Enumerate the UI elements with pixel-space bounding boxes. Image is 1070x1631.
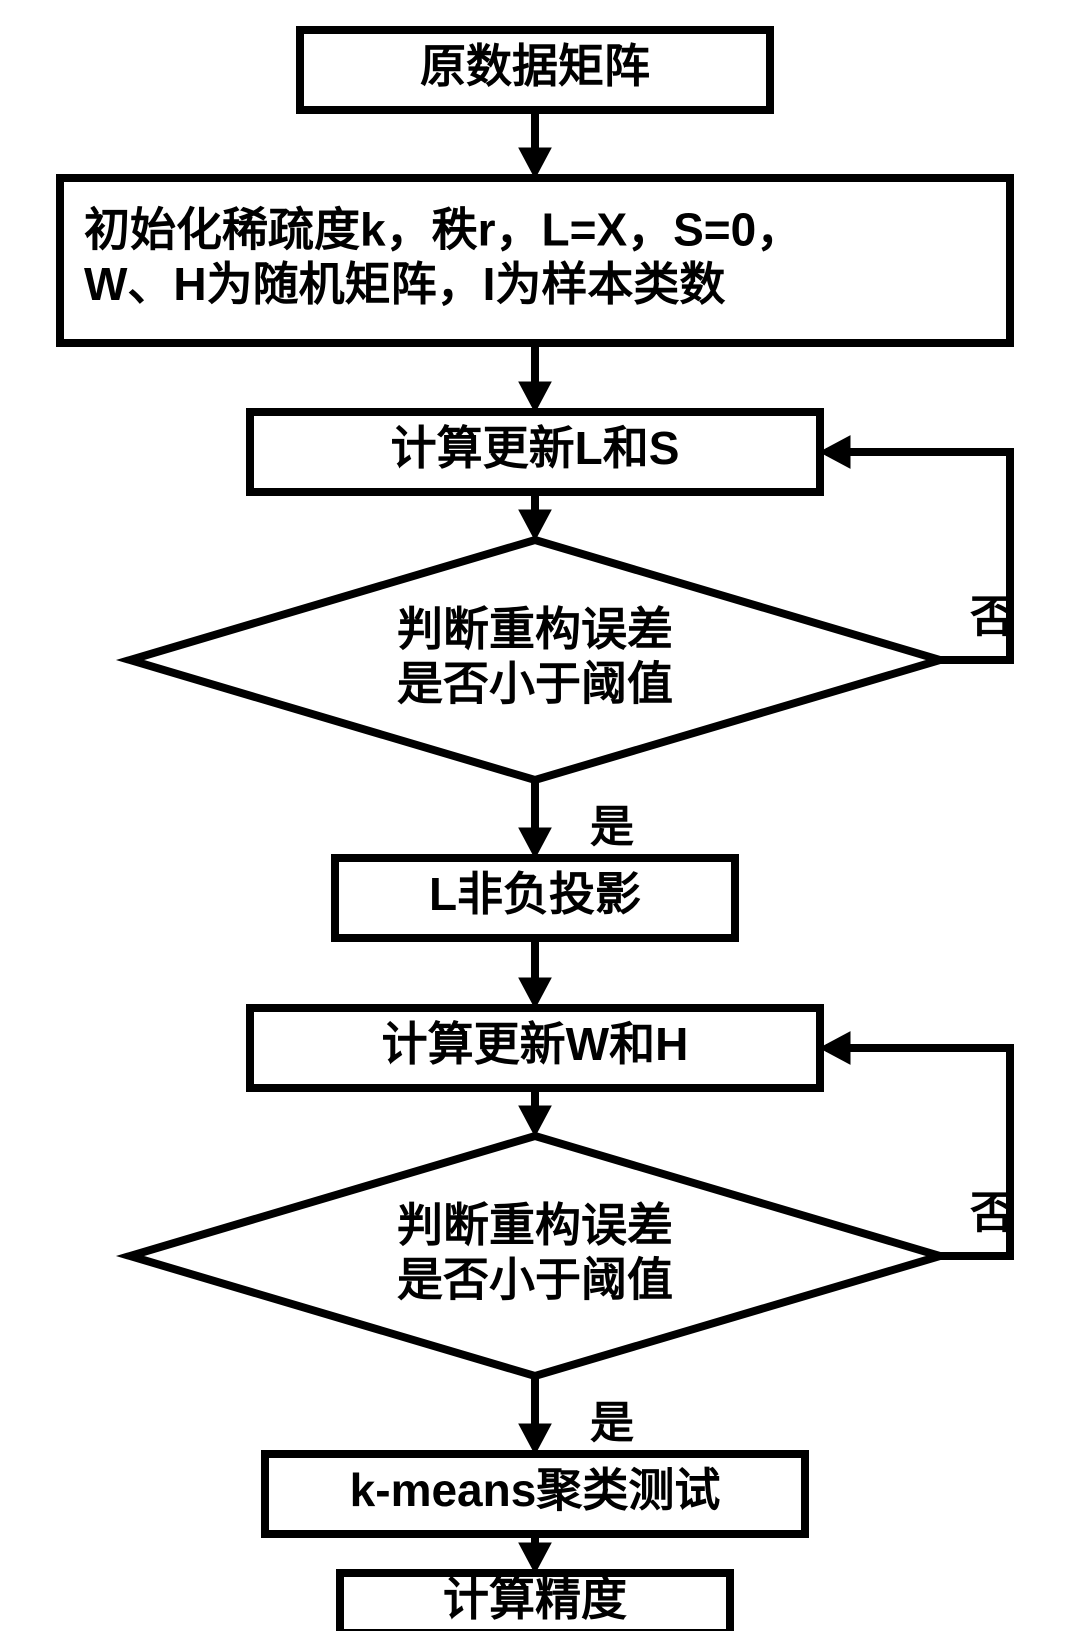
flow-edge-label-yes-3: 是 xyxy=(590,803,634,852)
flow-edge-label-no-1: 否 xyxy=(970,1189,1014,1238)
svg-text:计算更新W和H: 计算更新W和H xyxy=(382,1018,689,1070)
svg-text:原数据矩阵: 原数据矩阵 xyxy=(420,40,650,92)
svg-text:k-means聚类测试: k-means聚类测试 xyxy=(350,1464,721,1516)
svg-text:是否小于阈值: 是否小于阈值 xyxy=(397,1253,673,1305)
svg-text:W、H为随机矩阵，I为样本类数: W、H为随机矩阵，I为样本类数 xyxy=(84,258,725,310)
svg-text:判断重构误差: 判断重构误差 xyxy=(397,1199,673,1251)
svg-text:是否小于阈值: 是否小于阈值 xyxy=(397,657,673,709)
flow-edge-label-yes-6: 是 xyxy=(590,1399,634,1448)
flow-edge-label-no-0: 否 xyxy=(970,593,1014,642)
svg-text:L非负投影: L非负投影 xyxy=(429,868,641,920)
flowchart-canvas: 原数据矩阵初始化稀疏度k，秩r，L=X，S=0，W、H为随机矩阵，I为样本类数计… xyxy=(0,0,1070,1631)
svg-text:初始化稀疏度k，秩r，L=X，S=0，: 初始化稀疏度k，秩r，L=X，S=0， xyxy=(84,204,802,256)
svg-text:判断重构误差: 判断重构误差 xyxy=(397,603,673,655)
svg-text:计算更新L和S: 计算更新L和S xyxy=(391,422,680,474)
svg-text:计算精度: 计算精度 xyxy=(443,1573,627,1625)
